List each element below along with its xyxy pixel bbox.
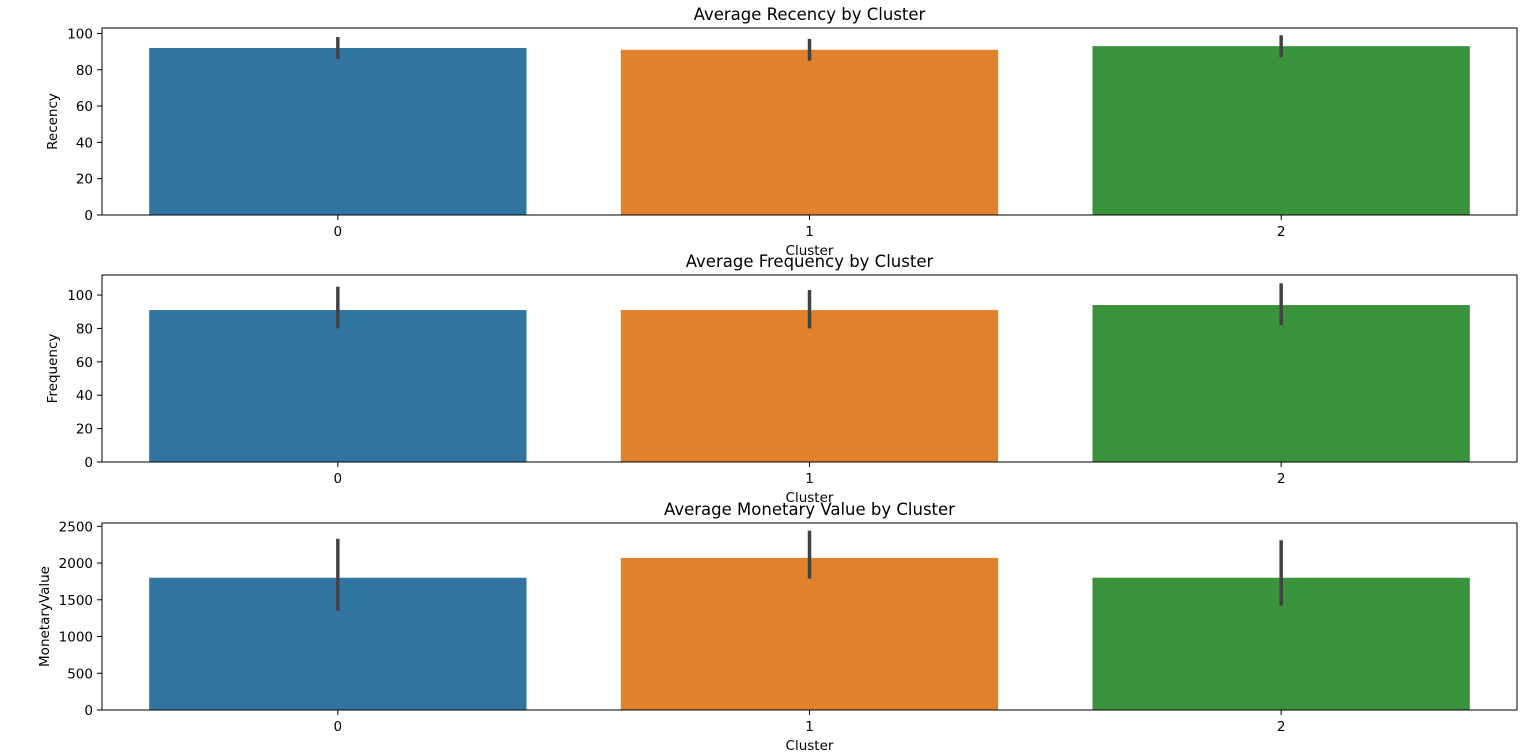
y-tick-label: 100 [67, 288, 93, 304]
x-tick-label: 2 [1277, 471, 1286, 487]
y-tick-label: 500 [67, 666, 93, 682]
y-tick-label: 20 [76, 172, 93, 188]
y-tick-label: 2000 [59, 556, 93, 572]
y-tick-label: 60 [76, 99, 93, 115]
x-tick-label: 1 [805, 471, 814, 487]
y-axis-label: MonetaryValue [37, 566, 53, 667]
bar-cluster-1 [620, 310, 999, 462]
y-tick-label: 2500 [59, 519, 93, 535]
chart-title: Average Monetary Value by Cluster [664, 500, 955, 519]
y-tick-label: 0 [84, 703, 93, 719]
y-tick-label: 0 [84, 208, 93, 224]
bar-cluster-2 [1092, 305, 1470, 462]
y-tick-label: 40 [76, 388, 93, 404]
subplot-2: 0 500 1000 1500 2000 2500 0 1 2 Average Monetary … [37, 500, 1518, 754]
y-axis-label: Frequency [45, 334, 61, 404]
x-tick-label: 2 [1277, 719, 1286, 735]
bar-cluster-1 [620, 49, 999, 215]
x-tick-label: 0 [334, 471, 343, 487]
x-tick-label: 2 [1277, 224, 1286, 240]
subplot-0: 0 20 40 60 80 100 0 1 2 Average Recency by Cluste… [45, 5, 1518, 259]
y-tick-label: 20 [76, 422, 93, 438]
y-tick-label: 40 [76, 135, 93, 151]
y-tick-label: 100 [67, 26, 93, 42]
x-tick-label: 0 [334, 224, 343, 240]
x-tick-label: 1 [805, 719, 814, 735]
x-axis-label: Cluster [786, 738, 834, 754]
y-tick-label: 1500 [59, 593, 93, 609]
y-tick-label: 60 [76, 355, 93, 371]
x-tick-label: 0 [334, 719, 343, 735]
y-tick-label: 0 [84, 455, 93, 471]
bar-cluster-1 [620, 557, 999, 710]
y-axis-label: Recency [45, 93, 61, 150]
bar-cluster-0 [149, 47, 527, 216]
x-axis-label: Cluster [786, 490, 834, 506]
y-tick-label: 1000 [59, 630, 93, 646]
subplot-1: 0 20 40 60 80 100 0 1 2 Average Frequency by Clus… [45, 252, 1518, 506]
chart-title: Average Recency by Cluster [694, 5, 926, 24]
y-tick-label: 80 [76, 321, 93, 337]
x-axis-label: Cluster [786, 243, 834, 259]
chart-title: Average Frequency by Cluster [686, 252, 934, 271]
bar-cluster-0 [149, 310, 527, 462]
x-tick-label: 1 [805, 224, 814, 240]
bar-cluster-2 [1092, 46, 1470, 216]
y-tick-label: 80 [76, 63, 93, 79]
